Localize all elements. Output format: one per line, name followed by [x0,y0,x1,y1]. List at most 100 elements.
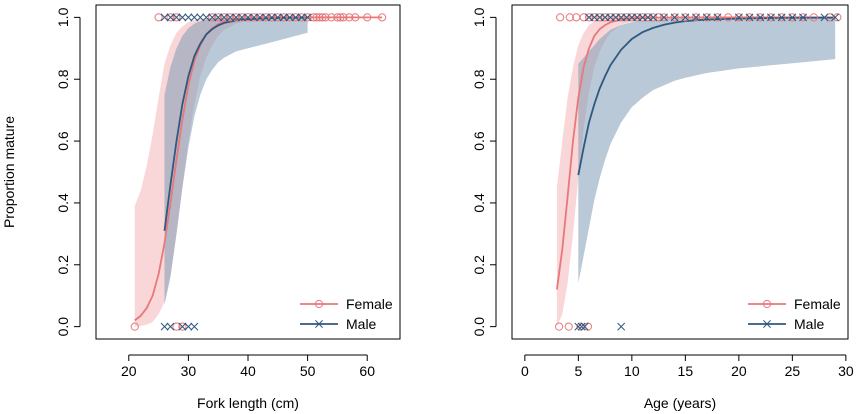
female-mature-point [267,13,276,22]
female-mature-point [312,13,321,22]
male-confidence-band [578,17,836,284]
female-mature-point [654,13,663,22]
female-mature-point [659,13,669,22]
male-mature-point [226,13,235,22]
female-mature-point [273,13,282,22]
x-tick-label: 40 [240,363,256,379]
female-immature-point [554,322,564,331]
male-mature-point [238,13,246,22]
female-mature-point [318,13,327,22]
male-mature-point [659,13,668,22]
male-immature-point [178,322,187,331]
female-mature-point [285,13,294,22]
female-mature-point [556,13,565,22]
y-tick-label: 0.0 [471,317,487,337]
y-tick-label: 0.2 [55,255,71,275]
male-mature-point [232,13,241,22]
female-mature-point [788,13,797,22]
male-immature-point [190,322,199,331]
female-mature-point [261,13,270,22]
female-mature-point [643,13,652,22]
male-legend-label: Male [346,316,377,332]
x-tick-label: 25 [785,363,801,379]
female-mature-point [691,13,701,22]
male-mature-point [279,13,288,22]
female-mature-point [339,13,348,22]
x-tick-label: 0 [521,363,529,379]
female-mature-point [579,13,588,22]
male-legend-marker [763,320,771,328]
male-mature-point [734,13,743,22]
male-mature-point [767,13,775,22]
female-immature-point [172,322,181,331]
female-mature-point [745,13,754,22]
female-mature-point [833,13,842,22]
female-mature-point [243,13,253,22]
y-tick-label: 1.0 [55,7,71,27]
female-mature-point [249,13,259,22]
female-mature-point [378,13,387,22]
male-mature-point [799,13,808,22]
male-legend-marker [315,320,323,328]
male-legend-label: Male [794,316,825,332]
y-tick-label: 0.4 [55,193,71,213]
male-immature-point [160,322,169,331]
y-tick-label: 0.8 [55,69,71,89]
x-tick-label: 10 [624,363,640,379]
male-mature-point [273,13,282,22]
female-legend-marker [762,299,772,309]
male-fitted-curve [577,16,836,176]
male-mature-point [214,13,223,22]
male-mature-point [178,13,187,22]
female-mature-point [309,13,318,22]
legend: Female Male [300,296,393,332]
male-mature-point [250,13,258,22]
female-mature-point [166,13,175,22]
female-mature-point [777,13,786,22]
legend: Female Male [748,296,841,332]
male-confidence-band [164,17,308,306]
x-axis-label: Age (years) [644,395,716,411]
female-mature-point [713,13,722,22]
male-mature-point [303,13,312,22]
female-mature-point [279,13,288,22]
age-panel: 0 5 10 15 20 25 30 Age (years) 0.0 0.2 0.4 0.6 0.8 1.… [471,4,854,411]
x-tick-label: 15 [678,363,694,379]
female-mature-point [611,13,620,22]
x-axis-label: Fork length (cm) [197,395,299,411]
female-immature-point [564,322,573,331]
male-mature-point [160,13,169,22]
female-mature-point [336,13,345,22]
female-mature-point [363,13,372,22]
female-mature-point [154,13,163,22]
male-mature-point [702,13,711,22]
female-mature-point [333,13,342,22]
male-mature-point [756,13,765,22]
x-tick-label: 60 [359,363,375,379]
y-tick-label: 0.2 [471,255,487,275]
y-tick-label: 1.0 [471,7,487,27]
x-tick-label: 50 [300,363,316,379]
male-mature-point [196,13,205,22]
female-legend-label: Female [794,296,841,312]
male-mature-point [190,13,199,22]
female-mature-point [590,13,599,22]
male-immature-point [166,322,175,331]
female-legend-marker [314,299,324,309]
male-immature-point [580,322,589,331]
female-mature-point [226,13,235,22]
female-mature-point [220,13,229,22]
male-mature-point [255,13,264,22]
plot-frame [511,4,849,340]
x-tick-label: 20 [731,363,747,379]
x-tick-label: 5 [574,363,582,379]
female-mature-point [798,13,808,22]
female-mature-point [214,13,223,22]
y-tick-label: 0.8 [471,69,487,89]
female-mature-point [702,13,711,22]
female-immature-point [178,322,187,331]
female-mature-point [649,13,658,22]
female-mature-point [315,13,324,22]
male-mature-point [172,13,181,22]
